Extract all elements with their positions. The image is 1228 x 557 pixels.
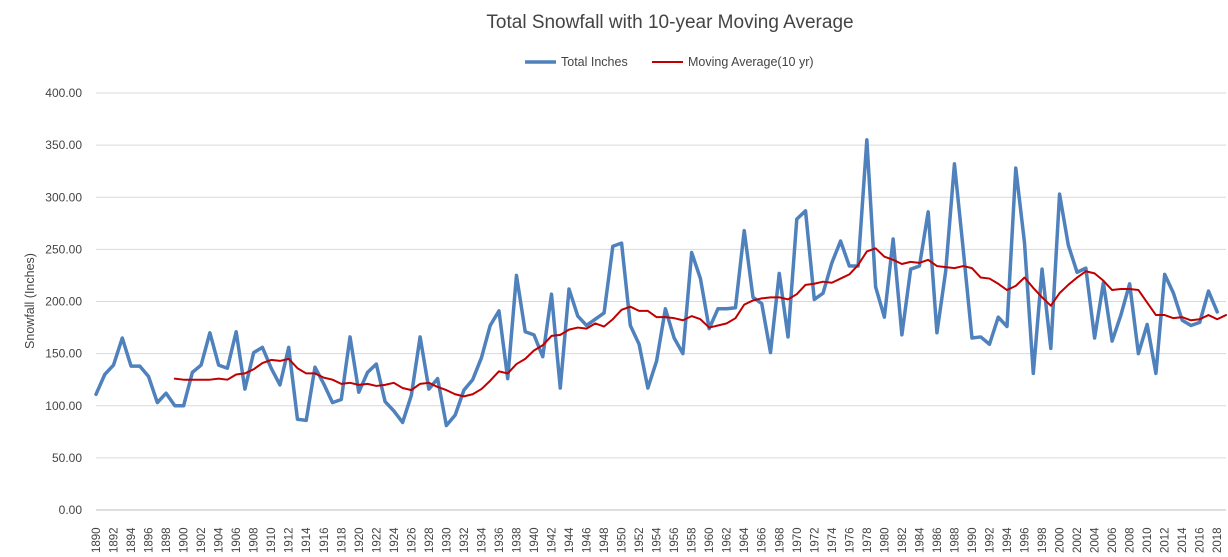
x-tick-label: 1978 — [862, 527, 874, 553]
y-tick-label: 350.00 — [45, 138, 82, 152]
x-tick-label: 1982 — [897, 527, 909, 553]
x-tick-label: 1992 — [984, 527, 996, 553]
x-tick-label: 1980 — [879, 527, 891, 553]
y-tick-label: 250.00 — [45, 242, 82, 256]
x-tick-label: 1964 — [739, 527, 751, 553]
x-tick-label: 1926 — [406, 527, 418, 553]
x-tick-label: 1920 — [354, 527, 366, 553]
x-tick-label: 1918 — [336, 527, 348, 553]
x-tick-label: 1932 — [459, 527, 471, 553]
x-tick-label: 1942 — [547, 527, 559, 553]
legend-label-moving-average: Moving Average(10 yr) — [688, 55, 814, 69]
x-tick-label: 1962 — [722, 527, 734, 553]
x-tick-label: 1986 — [932, 527, 944, 553]
x-tick-label: 2012 — [1160, 527, 1172, 553]
x-tick-label: 1972 — [809, 527, 821, 553]
x-tick-label: 1970 — [792, 527, 804, 553]
x-tick-label: 1928 — [424, 527, 436, 553]
x-tick-label: 1974 — [827, 527, 839, 553]
y-tick-label: 0.00 — [59, 503, 83, 517]
x-tick-label: 2006 — [1107, 527, 1119, 553]
x-tick-label: 2004 — [1090, 527, 1102, 553]
x-tick-label: 1938 — [511, 527, 523, 553]
y-tick-label: 50.00 — [52, 451, 82, 465]
x-tick-label: 1898 — [161, 527, 173, 553]
series-line-total-inches — [94, 138, 1219, 428]
x-tick-label: 2010 — [1142, 527, 1154, 553]
x-tick-label: 2000 — [1055, 527, 1067, 553]
chart-title: Total Snowfall with 10-year Moving Avera… — [486, 12, 853, 33]
x-tick-label: 1944 — [564, 527, 576, 553]
y-tick-label: 100.00 — [45, 399, 82, 413]
x-tick-label: 1912 — [284, 527, 296, 553]
x-tick-label: 2002 — [1072, 527, 1084, 553]
x-tick-label: 1966 — [757, 527, 769, 553]
gridlines — [96, 92, 1226, 511]
x-tick-label: 2018 — [1212, 527, 1224, 553]
x-tick-label: 1934 — [476, 527, 488, 553]
x-tick-label: 1976 — [844, 527, 856, 553]
series-lines — [94, 138, 1227, 428]
x-tick-label: 1904 — [214, 527, 226, 553]
y-tick-label: 400.00 — [45, 86, 82, 100]
x-tick-label: 2014 — [1177, 527, 1189, 553]
y-tick-label: 150.00 — [45, 347, 82, 361]
legend: Total Inches Moving Average(10 yr) — [525, 55, 814, 69]
x-tick-label: 1890 — [91, 527, 103, 553]
y-axis-label: Snowfall (Inches) — [23, 253, 37, 349]
x-tick-label: 1892 — [109, 527, 121, 553]
x-axis-ticks: 1890 1892 1894 1896 1898 1900 1902 1904 1906 1908… — [91, 527, 1224, 553]
x-tick-label: 1984 — [914, 527, 926, 553]
x-tick-label: 2008 — [1125, 527, 1137, 553]
x-tick-label: 1968 — [774, 527, 786, 553]
y-tick-label: 200.00 — [45, 295, 82, 309]
x-tick-label: 1910 — [266, 527, 278, 553]
x-tick-label: 1948 — [599, 527, 611, 553]
x-tick-label: 1930 — [441, 527, 453, 553]
x-tick-label: 1896 — [144, 527, 156, 553]
x-tick-label: 1958 — [687, 527, 699, 553]
x-tick-label: 1940 — [529, 527, 541, 553]
x-tick-label: 1990 — [967, 527, 979, 553]
x-tick-label: 1998 — [1037, 527, 1049, 553]
x-tick-label: 1956 — [669, 527, 681, 553]
y-axis-ticks: 0.00 50.00 100.00 150.00 200.00 250.00 300.00 3… — [45, 86, 82, 517]
x-tick-label: 1908 — [249, 527, 261, 553]
x-tick-label: 1994 — [1002, 527, 1014, 553]
x-tick-label: 1996 — [1020, 527, 1032, 553]
x-tick-label: 2016 — [1195, 527, 1207, 553]
x-tick-label: 1900 — [179, 527, 191, 553]
y-tick-label: 300.00 — [45, 190, 82, 204]
x-tick-label: 1916 — [319, 527, 331, 553]
x-tick-label: 1914 — [301, 527, 313, 553]
legend-label-total-inches: Total Inches — [561, 55, 628, 69]
series-line-moving-average-10-yr — [173, 247, 1227, 398]
x-tick-label: 1950 — [617, 527, 629, 553]
x-tick-label: 1954 — [652, 527, 664, 553]
x-tick-label: 1902 — [196, 527, 208, 553]
x-tick-label: 1924 — [389, 527, 401, 553]
x-tick-label: 1922 — [371, 527, 383, 553]
x-tick-label: 1906 — [231, 527, 243, 553]
x-tick-label: 1936 — [494, 527, 506, 553]
x-tick-label: 1946 — [582, 527, 594, 553]
x-tick-label: 1952 — [634, 527, 646, 553]
x-tick-label: 1960 — [704, 527, 716, 553]
x-tick-label: 1894 — [126, 527, 138, 553]
x-tick-label: 1988 — [949, 527, 961, 553]
